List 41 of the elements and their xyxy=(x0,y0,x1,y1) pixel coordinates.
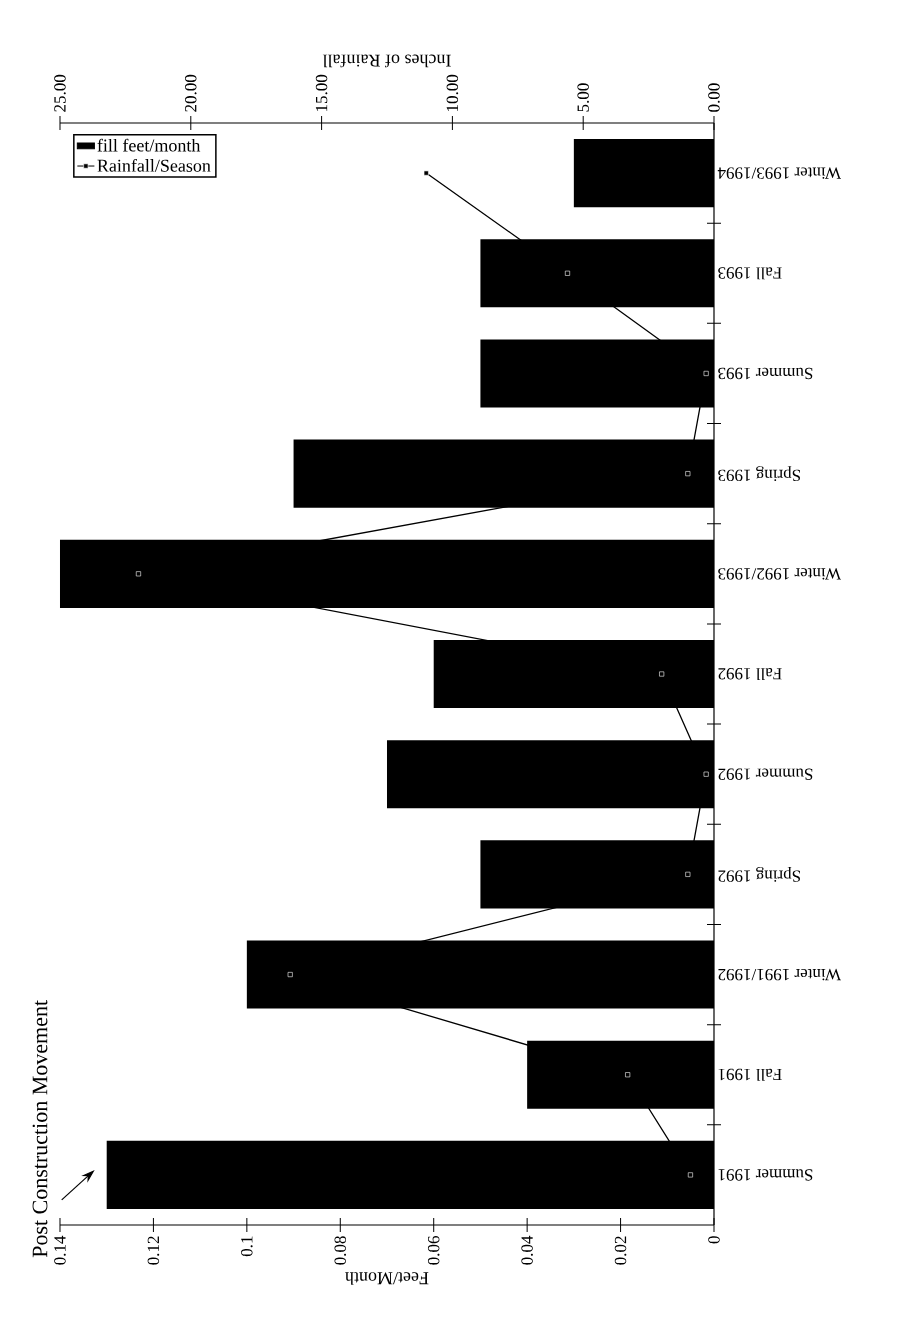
x2-tick-label: 25.00 xyxy=(54,74,66,112)
point xyxy=(703,771,709,777)
y-tick-label: Spring 1993 xyxy=(718,466,800,482)
y-tick-label: Summer 1992 xyxy=(718,768,813,780)
x-tick-label: 0.08 xyxy=(334,1236,347,1265)
x-tick-label: 0.1 xyxy=(241,1236,253,1257)
x2-tick-label: 5.00 xyxy=(577,83,589,112)
y-tick-label: Winter 1993/1994 xyxy=(717,167,842,179)
x-tick-label: 0.06 xyxy=(427,1236,440,1265)
point xyxy=(565,270,570,276)
x-tick-label: 0.14 xyxy=(54,1235,66,1265)
point xyxy=(659,671,665,677)
point xyxy=(685,871,691,877)
y-tick-label: Summer 1993 xyxy=(718,367,813,380)
y-tick-label: Fall 1992 xyxy=(718,668,782,680)
x2-tick-label: 15.00 xyxy=(315,74,328,111)
x2-tick-label: 10.00 xyxy=(446,74,459,111)
x2-axis-title: Inches of Rainfall xyxy=(322,54,451,68)
y-tick-label: Winter 1992/1993 xyxy=(718,568,842,580)
x2-tick-label: 0.00 xyxy=(708,83,720,112)
point xyxy=(685,471,691,477)
point xyxy=(423,170,429,176)
legend-label: fill feet/month xyxy=(97,138,201,152)
y-tick-label: Fall 1991 xyxy=(718,1068,782,1081)
y-tick-label: Spring 1992 xyxy=(718,866,800,882)
point xyxy=(687,1172,693,1178)
point xyxy=(135,571,141,577)
point xyxy=(287,972,293,978)
point xyxy=(625,1072,631,1078)
x2-tick-label: 20.00 xyxy=(185,74,197,112)
y-tick-label: Winter 1991/1992 xyxy=(718,968,842,981)
y-tick-label: Fall 1993 xyxy=(718,267,782,280)
x-tick-label: 0.12 xyxy=(147,1236,160,1265)
x-tick-label: 0.04 xyxy=(521,1235,533,1265)
point xyxy=(703,370,709,376)
legend-label: Rainfall/Season xyxy=(97,158,211,172)
annotation: Post Construction Movement xyxy=(32,1000,48,1258)
y-tick-label: Summer 1991 xyxy=(718,1169,813,1181)
x-axis-title: Feet/Month xyxy=(345,1272,429,1285)
x-tick-label: 0.02 xyxy=(614,1236,627,1265)
x-tick-label: 0 xyxy=(708,1236,720,1244)
